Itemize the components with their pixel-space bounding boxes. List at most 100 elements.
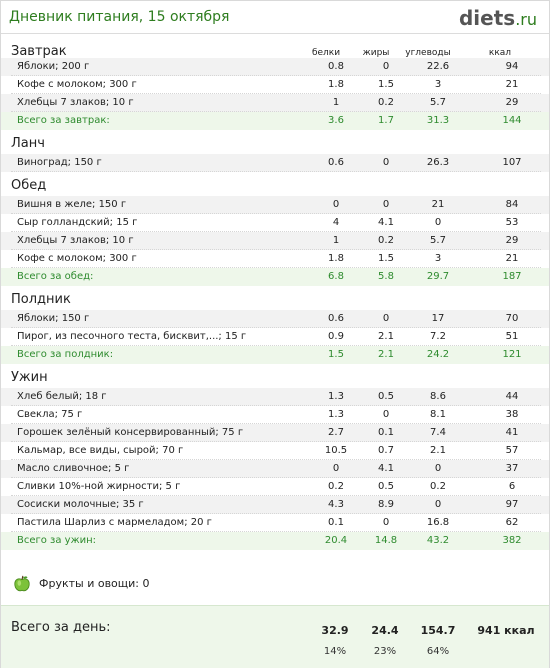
food-value: 0 <box>382 61 390 72</box>
food-value: 4.3 <box>328 499 344 510</box>
row-divider <box>11 495 541 496</box>
food-row[interactable]: Пирог, из песочного теста, бисквит,...; … <box>1 328 549 346</box>
food-row[interactable]: Хлеб белый; 18 г 1.3 0.5 8.6 44 <box>1 388 549 406</box>
row-divider <box>11 267 541 268</box>
day-total-label: Всего за день: <box>11 620 111 635</box>
food-value: 6 <box>508 481 516 492</box>
food-row[interactable]: Кофе с молоком; 300 г 1.8 1.5 3 21 <box>1 250 549 268</box>
food-name: Пирог, из песочного теста, бисквит,...; … <box>17 331 247 342</box>
food-name: Кофе с молоком; 300 г <box>17 253 137 264</box>
food-row[interactable]: Вишня в желе; 150 г 0 0 21 84 <box>1 196 549 214</box>
food-name: Вишня в желе; 150 г <box>17 199 127 210</box>
food-row[interactable]: Пастила Шарлиз с мармеладом; 20 г 0.1 0 16.… <box>1 514 549 532</box>
meal-total-row: Всего за ужин: 20.4 14.8 43.2 382 <box>1 532 549 550</box>
meal-total-value: 31.3 <box>426 115 450 126</box>
food-value: 0 <box>332 199 340 210</box>
food-row[interactable]: Виноград; 150 г 0.6 0 26.3 107 <box>1 154 549 172</box>
meal-title: Полдник <box>11 292 71 307</box>
meal-total-value: 382 <box>502 535 522 546</box>
food-row[interactable]: Кальмар, все виды, сырой; 70 г 10.5 0.7 2.1… <box>1 442 549 460</box>
food-row[interactable]: Масло сливочное; 5 г 0 4.1 0 37 <box>1 460 549 478</box>
food-value: 8.1 <box>430 409 446 420</box>
day-fat-pct: 23% <box>373 646 397 657</box>
meal-total-value: 20.4 <box>324 535 348 546</box>
food-name: Хлебцы 7 злаков; 10 г <box>17 97 134 108</box>
food-row[interactable]: Сыр голландский; 15 г 4 4.1 0 53 <box>1 214 549 232</box>
food-value: 0 <box>382 199 390 210</box>
meal-total-value: 1.7 <box>378 115 394 126</box>
row-divider <box>11 111 541 112</box>
food-value: 44 <box>505 391 519 402</box>
row-divider <box>11 213 541 214</box>
food-row[interactable]: Свекла; 75 г 1.3 0 8.1 38 <box>1 406 549 424</box>
column-header: белки <box>311 48 341 58</box>
food-row[interactable]: Кофе с молоком; 300 г 1.8 1.5 3 21 <box>1 76 549 94</box>
food-value: 0.2 <box>378 235 394 246</box>
food-row[interactable]: Яблоки; 200 г 0.8 0 22.6 94 <box>1 58 549 76</box>
food-value: 1.3 <box>328 391 344 402</box>
food-name: Масло сливочное; 5 г <box>17 463 130 474</box>
logo-main: diets <box>458 6 516 30</box>
food-value: 4.1 <box>378 217 394 228</box>
food-value: 0.5 <box>378 481 394 492</box>
food-row[interactable]: Хлебцы 7 злаков; 10 г 1 0.2 5.7 29 <box>1 94 549 112</box>
food-value: 84 <box>505 199 519 210</box>
food-value: 22.6 <box>426 61 450 72</box>
row-divider <box>11 249 541 250</box>
food-value: 1.8 <box>328 79 344 90</box>
food-value: 21 <box>505 253 519 264</box>
site-logo[interactable]: diets.ru <box>459 6 537 30</box>
food-value: 0 <box>382 157 390 168</box>
apple-icon <box>14 575 30 592</box>
meal-total-label: Всего за обед: <box>17 271 94 282</box>
food-value: 107 <box>502 157 522 168</box>
food-row[interactable]: Сливки 10%-ной жирности; 5 г 0.2 0.5 0.2 6 <box>1 478 549 496</box>
meal-total-label: Всего за завтрак: <box>17 115 110 126</box>
food-value: 7.4 <box>430 427 446 438</box>
page-title: Дневник питания, 15 октября <box>9 9 230 25</box>
food-value: 53 <box>505 217 519 228</box>
food-value: 0.2 <box>328 481 344 492</box>
food-value: 3 <box>434 253 442 264</box>
food-value: 1 <box>332 235 340 246</box>
column-header: жиры <box>362 48 390 58</box>
header: Дневник питания, 15 октября diets.ru <box>1 1 549 34</box>
food-row[interactable]: Сосиски молочные; 35 г 4.3 8.9 0 97 <box>1 496 549 514</box>
food-value: 21 <box>505 79 519 90</box>
meal-total-value: 144 <box>502 115 522 126</box>
meal-total-value: 1.5 <box>328 349 344 360</box>
food-value: 16.8 <box>426 517 450 528</box>
food-value: 0 <box>434 499 442 510</box>
row-divider <box>11 513 541 514</box>
food-value: 29 <box>505 235 519 246</box>
food-value: 57 <box>505 445 519 456</box>
food-value: 1.3 <box>328 409 344 420</box>
food-row[interactable]: Горошек зелёный консервированный; 75 г 2.… <box>1 424 549 442</box>
food-value: 0 <box>434 217 442 228</box>
meal-section: Обед Вишня в желе; 150 г 0 0 21 84 Сыр голланд… <box>1 172 549 286</box>
food-name: Кофе с молоком; 300 г <box>17 79 137 90</box>
food-value: 70 <box>505 313 519 324</box>
food-name: Сыр голландский; 15 г <box>17 217 138 228</box>
food-value: 0.2 <box>378 97 394 108</box>
food-value: 4.1 <box>378 463 394 474</box>
meal-title: Ужин <box>11 370 48 385</box>
meal-section: Ужин Хлеб белый; 18 г 1.3 0.5 8.6 44 Свекла; 7… <box>1 364 549 550</box>
food-value: 3 <box>434 79 442 90</box>
food-row[interactable]: Яблоки; 150 г 0.6 0 17 70 <box>1 310 549 328</box>
meal-total-value: 187 <box>502 271 522 282</box>
food-row[interactable]: Хлебцы 7 злаков; 10 г 1 0.2 5.7 29 <box>1 232 549 250</box>
meal-title: Завтрак <box>11 44 67 59</box>
day-protein: 32.9 <box>321 624 349 637</box>
food-value: 0 <box>382 313 390 324</box>
day-carbs-pct: 64% <box>426 646 450 657</box>
food-value: 0.1 <box>378 427 394 438</box>
food-value: 0.7 <box>378 445 394 456</box>
food-value: 8.6 <box>430 391 446 402</box>
food-value: 0.9 <box>328 331 344 342</box>
meal-section: Завтрак белки жиры углеводы ккал Яблоки; 200 … <box>1 34 549 130</box>
day-fat: 24.4 <box>371 624 399 637</box>
meal-title: Ланч <box>11 136 45 151</box>
row-divider <box>11 477 541 478</box>
food-value: 1.5 <box>378 79 394 90</box>
